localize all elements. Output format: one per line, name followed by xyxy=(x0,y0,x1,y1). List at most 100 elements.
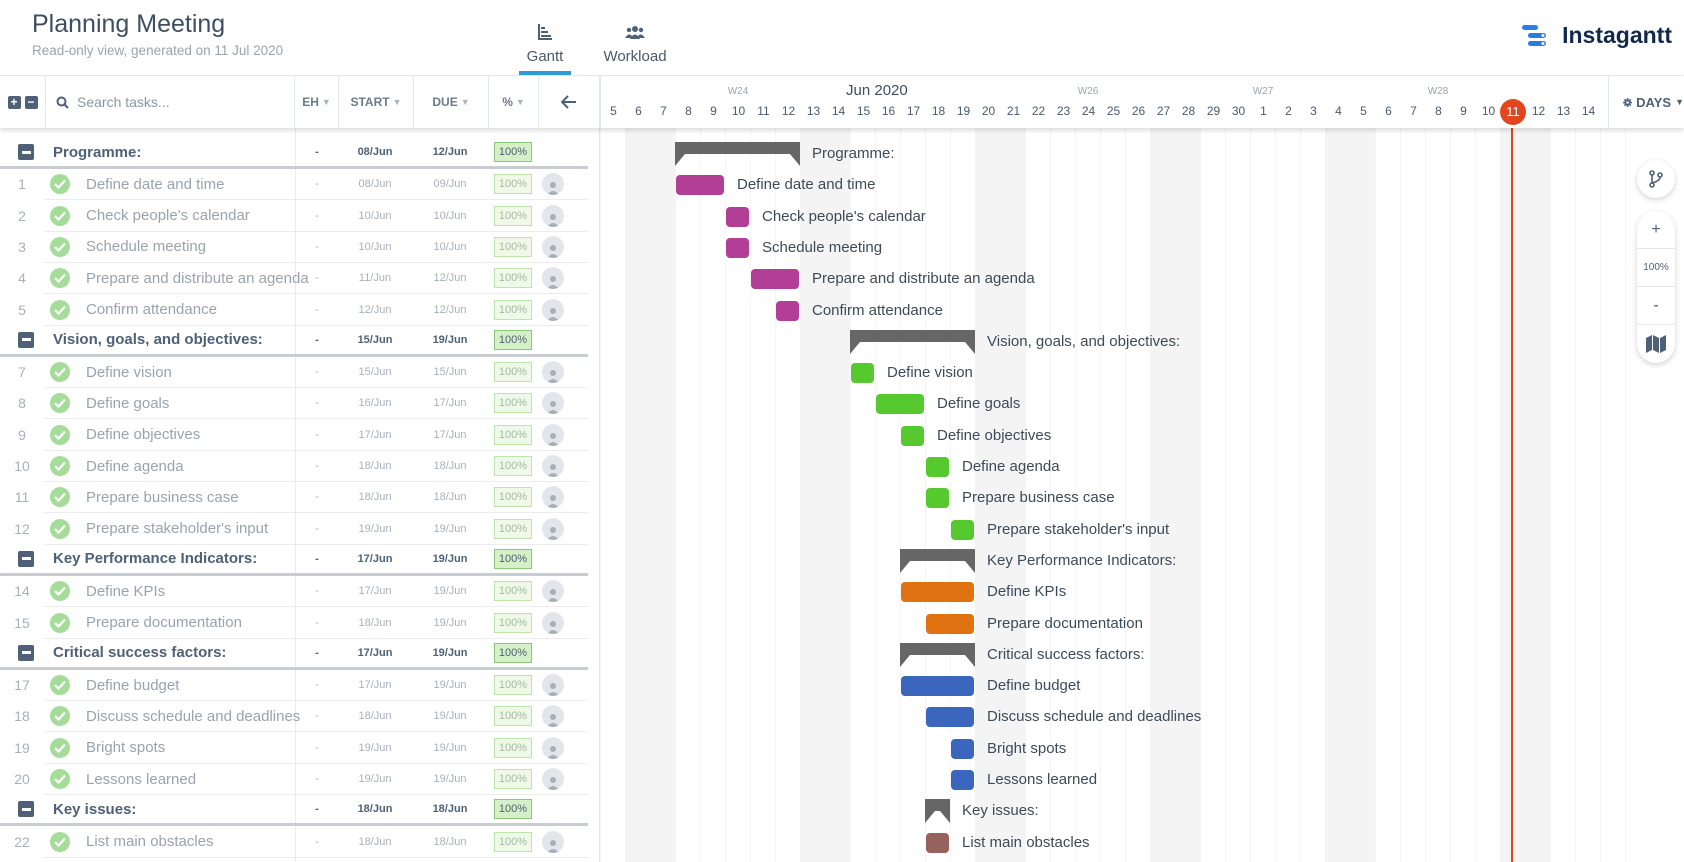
task-bar[interactable] xyxy=(926,832,949,853)
summary-bar[interactable] xyxy=(675,142,800,166)
search-input[interactable] xyxy=(77,94,277,110)
group-row[interactable]: Critical success factors: - 17/Jun 19/Jun 10… xyxy=(0,639,588,670)
task-bar[interactable] xyxy=(926,613,974,634)
avatar[interactable] xyxy=(542,517,564,540)
avatar[interactable] xyxy=(542,486,564,509)
task-bar[interactable] xyxy=(726,206,749,227)
task-row[interactable]: 7 Define vision -15/Jun 15/Jun 100% xyxy=(18,357,588,389)
check-icon[interactable] xyxy=(50,581,70,602)
collapse-group-icon[interactable] xyxy=(18,644,34,661)
avatar[interactable] xyxy=(542,580,564,603)
dependencies-button[interactable] xyxy=(1637,160,1675,198)
avatar[interactable] xyxy=(542,768,564,790)
column-start[interactable]: START ▼ xyxy=(339,76,414,128)
avatar[interactable] xyxy=(542,674,564,697)
group-row[interactable]: Vision, goals, and objectives: - 15/Jun 19/… xyxy=(0,326,588,357)
task-bar[interactable] xyxy=(676,175,724,196)
task-row[interactable]: 9 Define objectives -17/Jun 17/Jun 100% xyxy=(18,420,588,451)
task-bar[interactable] xyxy=(901,425,924,446)
check-icon[interactable] xyxy=(50,706,70,727)
summary-bar[interactable] xyxy=(850,329,975,354)
avatar[interactable] xyxy=(542,173,564,196)
task-bar[interactable] xyxy=(901,582,974,603)
scale-dropdown[interactable]: DAYS ▼ xyxy=(1608,76,1684,128)
task-bar[interactable] xyxy=(776,300,799,321)
task-row[interactable]: 17 Define budget -17/Jun 19/Jun 100% xyxy=(14,670,588,702)
check-icon[interactable] xyxy=(50,268,70,289)
task-row[interactable]: 18 Discuss schedule and deadlines -18/Jun 1… xyxy=(14,701,588,733)
avatar[interactable] xyxy=(542,455,564,477)
collapse-group-icon[interactable] xyxy=(18,331,34,348)
check-icon[interactable] xyxy=(50,299,70,320)
task-row[interactable]: 12 Prepare stakeholder's input -19/Jun 19/J… xyxy=(14,514,588,545)
avatar[interactable] xyxy=(542,392,564,415)
tab-workload[interactable]: Workload xyxy=(585,0,685,76)
check-icon[interactable] xyxy=(50,518,70,539)
check-icon[interactable] xyxy=(50,205,70,226)
group-row[interactable]: Programme: - 08/Jun 12/Jun 100% xyxy=(0,138,588,169)
task-bar[interactable] xyxy=(951,738,974,759)
check-icon[interactable] xyxy=(50,236,70,257)
avatar[interactable] xyxy=(542,235,564,258)
collapse-all-icon[interactable]: − xyxy=(24,95,38,109)
avatar[interactable] xyxy=(542,705,564,728)
collapse-grid-button[interactable] xyxy=(539,76,600,128)
task-bar[interactable] xyxy=(926,488,949,509)
collapse-group-icon[interactable] xyxy=(18,550,34,567)
collapse-group-icon[interactable] xyxy=(18,801,34,818)
check-icon[interactable] xyxy=(50,487,70,508)
task-row[interactable]: 10 Define agenda -18/Jun 18/Jun 100% xyxy=(14,451,588,482)
check-icon[interactable] xyxy=(50,456,70,476)
collapse-group-icon[interactable] xyxy=(18,144,34,160)
task-bar[interactable] xyxy=(751,269,799,290)
task-row[interactable]: 3 Schedule meeting -10/Jun 10/Jun 100% xyxy=(18,232,588,263)
check-icon[interactable] xyxy=(50,362,70,383)
task-bar[interactable] xyxy=(726,237,749,258)
column-eh[interactable]: EH ▼ xyxy=(295,76,339,128)
check-icon[interactable] xyxy=(50,612,70,633)
column-due[interactable]: DUE ▼ xyxy=(414,76,489,128)
task-row[interactable]: 20 Lessons learned -19/Jun 19/Jun 100% xyxy=(14,764,588,795)
avatar[interactable] xyxy=(542,204,564,227)
task-row[interactable]: 22 List main obstacles -18/Jun 18/Jun 100% xyxy=(14,827,588,858)
task-row[interactable]: 8 Define goals -16/Jun 17/Jun 100% xyxy=(18,388,588,420)
check-icon[interactable] xyxy=(50,424,70,445)
task-bar[interactable] xyxy=(901,676,974,697)
group-row[interactable]: Key issues: - 18/Jun 18/Jun 100% xyxy=(0,795,588,827)
check-icon[interactable] xyxy=(50,393,70,414)
check-icon[interactable] xyxy=(50,675,70,696)
zoom-in-button[interactable]: + xyxy=(1637,211,1675,249)
task-row[interactable]: 19 Bright spots -19/Jun 19/Jun 100% xyxy=(14,733,588,764)
task-row[interactable]: 11 Prepare business case -18/Jun 18/Jun 100% xyxy=(15,482,588,514)
column-percent[interactable]: % ▼ xyxy=(489,76,539,128)
task-bar[interactable] xyxy=(951,519,974,540)
avatar[interactable] xyxy=(542,611,564,634)
task-row[interactable]: 15 Prepare documentation -18/Jun 19/Jun 100% xyxy=(14,608,588,639)
tab-gantt[interactable]: Gantt xyxy=(515,0,575,76)
task-bar[interactable] xyxy=(951,770,974,790)
summary-bar[interactable] xyxy=(900,642,975,667)
minimap-button[interactable] xyxy=(1637,325,1675,363)
task-bar[interactable] xyxy=(876,394,924,415)
task-row[interactable]: 14 Define KPIs -17/Jun 19/Jun 100% xyxy=(14,576,588,608)
zoom-out-button[interactable]: - xyxy=(1637,287,1675,325)
avatar[interactable] xyxy=(542,298,564,321)
task-row[interactable]: 1 Define date and time -08/Jun 09/Jun 100% xyxy=(18,169,588,201)
summary-bar[interactable] xyxy=(925,799,950,824)
check-icon[interactable] xyxy=(50,831,70,852)
task-row[interactable]: 2 Check people's calendar -10/Jun 10/Jun 100… xyxy=(18,201,588,232)
avatar[interactable] xyxy=(542,361,564,384)
avatar[interactable] xyxy=(542,267,564,290)
expand-all-icon[interactable]: + xyxy=(7,95,21,109)
task-bar[interactable] xyxy=(926,457,949,477)
task-row[interactable]: 4 Prepare and distribute an agenda -11/Jun… xyxy=(18,263,588,295)
check-icon[interactable] xyxy=(50,737,70,758)
avatar[interactable] xyxy=(542,423,564,446)
task-row[interactable]: 5 Confirm attendance -12/Jun 12/Jun 100% xyxy=(18,295,588,326)
avatar[interactable] xyxy=(542,830,564,853)
task-bar[interactable] xyxy=(926,707,974,728)
check-icon[interactable] xyxy=(50,769,70,789)
group-row[interactable]: Key Performance Indicators: - 17/Jun 19/Jun… xyxy=(0,545,588,576)
avatar[interactable] xyxy=(542,736,564,759)
task-bar[interactable] xyxy=(851,363,874,384)
